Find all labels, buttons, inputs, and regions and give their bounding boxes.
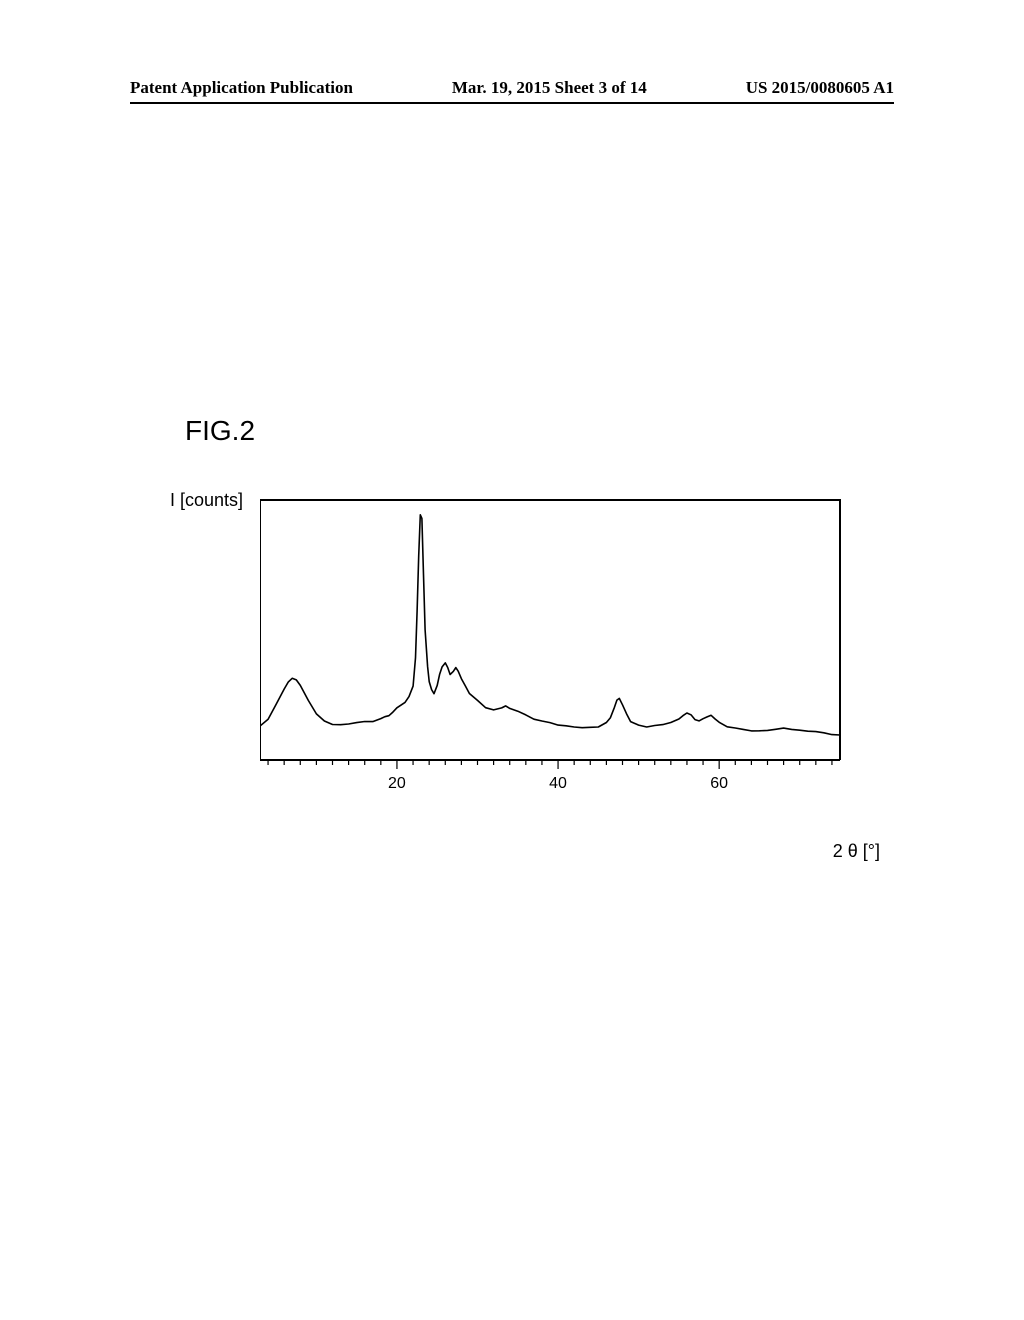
header-left: Patent Application Publication [130, 78, 353, 98]
y-axis-label: I [counts] [170, 490, 243, 511]
page-header: Patent Application Publication Mar. 19, … [0, 78, 1024, 98]
svg-text:40: 40 [549, 775, 567, 792]
header-rule [130, 102, 894, 104]
svg-text:20: 20 [388, 775, 406, 792]
figure-label: FIG.2 [185, 415, 255, 447]
x-axis-label: 2 θ [°] [833, 841, 880, 862]
xrd-chart: I [counts] 204060 2 θ [°] [170, 490, 850, 850]
header-right: US 2015/0080605 A1 [746, 78, 894, 98]
chart-svg: 20 40 60 [260, 490, 850, 820]
header-center: Mar. 19, 2015 Sheet 3 of 14 [452, 78, 647, 98]
svg-text:60: 60 [710, 775, 728, 792]
